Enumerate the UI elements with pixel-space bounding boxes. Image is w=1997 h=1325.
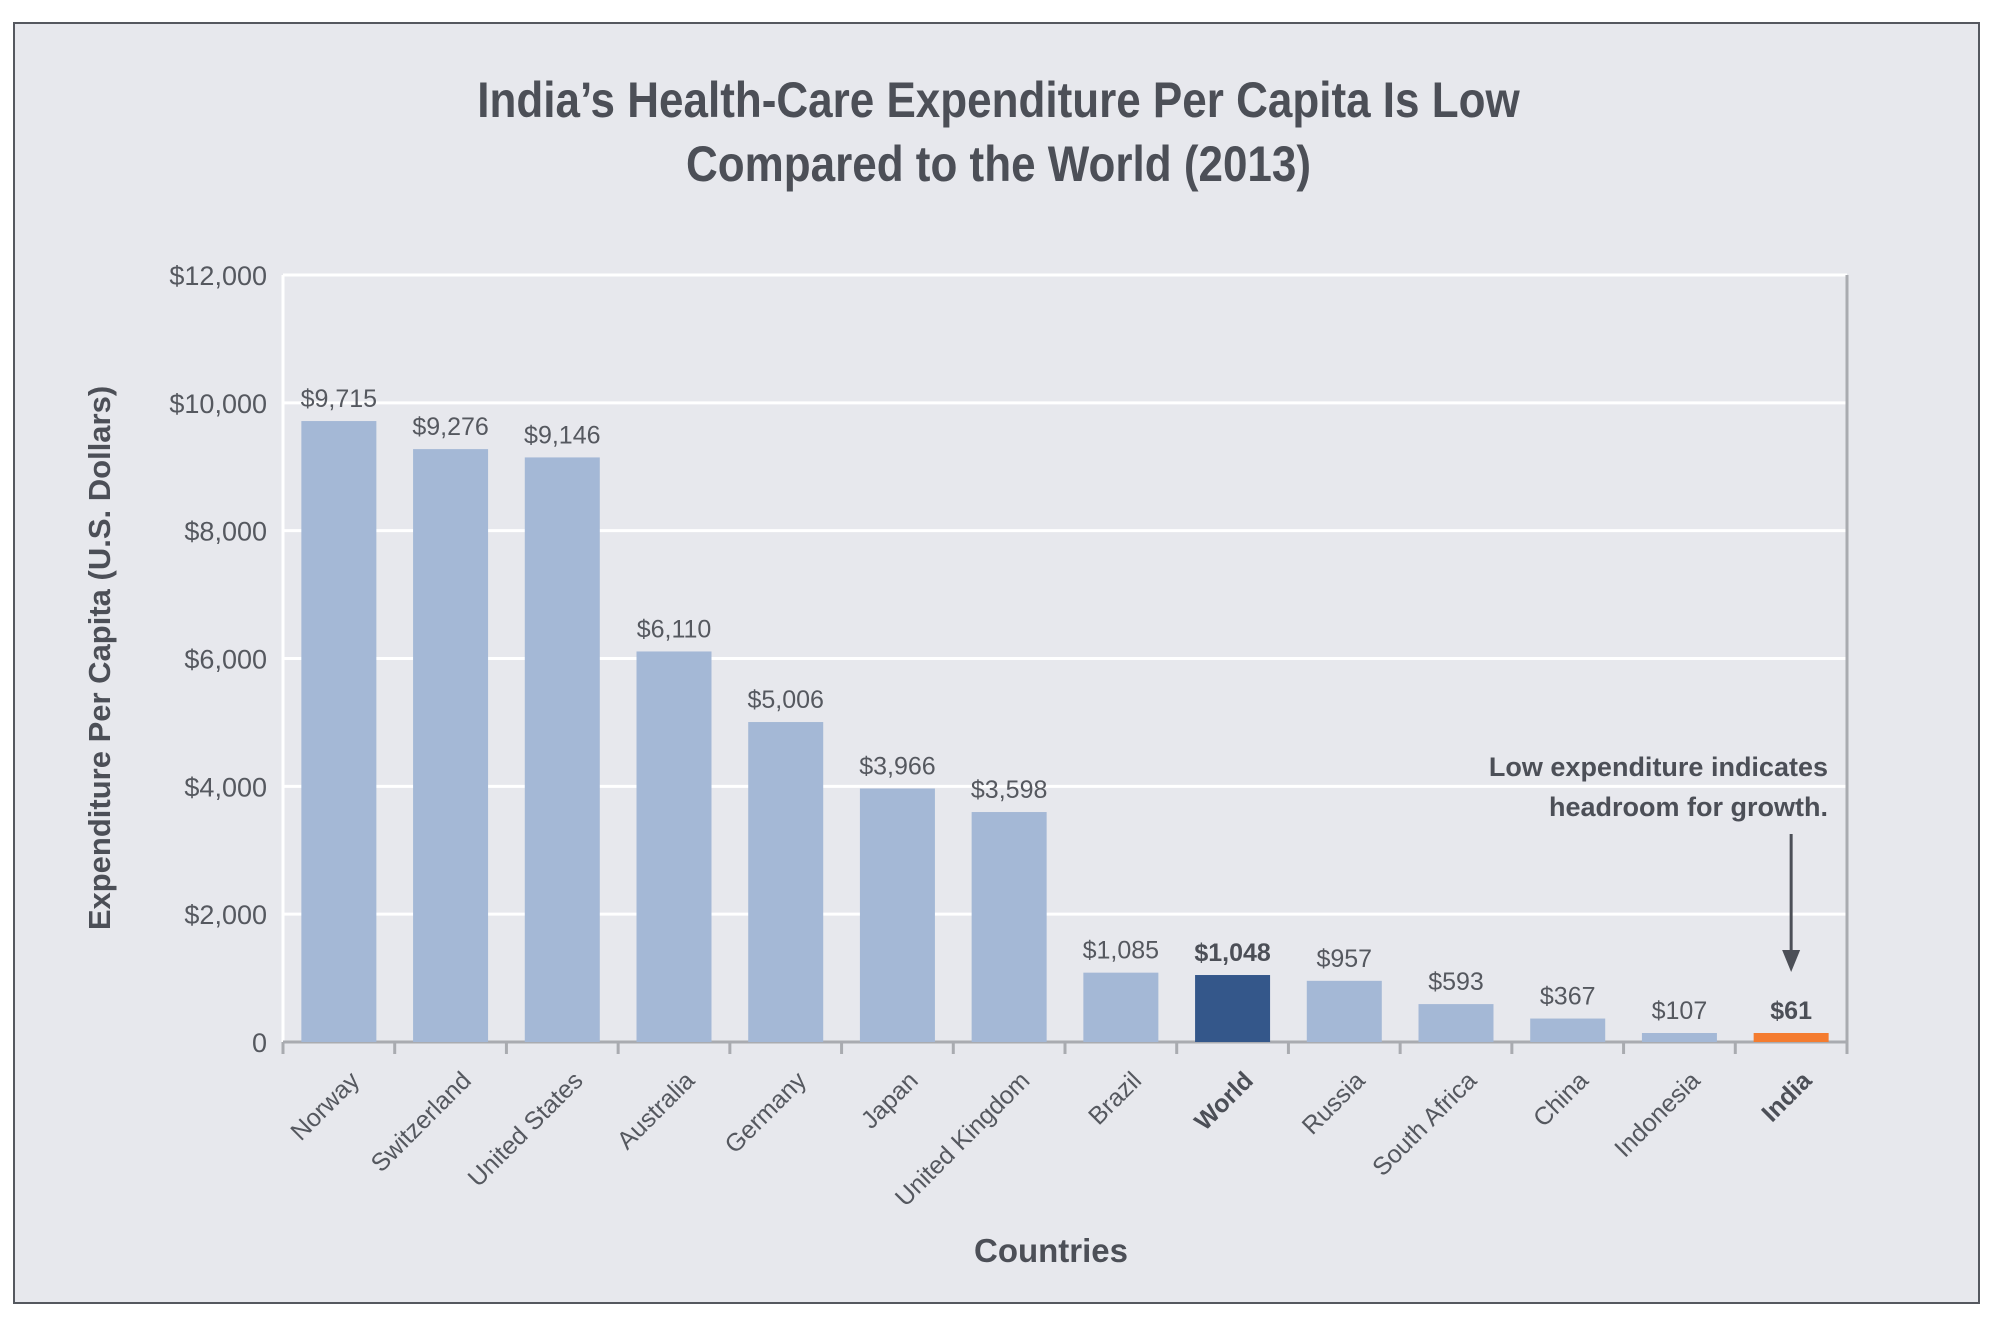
x-tick-label: Switzerland xyxy=(366,1066,477,1177)
y-tick-label: $8,000 xyxy=(184,517,267,547)
x-axis-title: Countries xyxy=(974,1232,1128,1269)
data-label: $61 xyxy=(1770,997,1812,1025)
x-tick-label: World xyxy=(1189,1066,1259,1136)
x-tick-label: South Africa xyxy=(1367,1066,1482,1181)
x-tick-label: India xyxy=(1756,1066,1818,1128)
bar-united-kingdom xyxy=(971,812,1047,1042)
y-tick-label: $10,000 xyxy=(169,389,267,419)
bar-india xyxy=(1753,1033,1829,1042)
bar-united-states xyxy=(524,457,600,1042)
y-tick-label: $4,000 xyxy=(184,772,267,802)
x-tick-label: Russia xyxy=(1297,1066,1371,1140)
bar-world xyxy=(1195,975,1271,1042)
x-tick-label: Australia xyxy=(612,1066,701,1155)
bar-japan xyxy=(859,788,935,1042)
x-tick-label: Norway xyxy=(285,1066,365,1146)
bar-russia xyxy=(1306,980,1382,1042)
x-tick-label: United States xyxy=(463,1066,589,1192)
bar-china xyxy=(1530,1018,1606,1042)
bar-australia xyxy=(636,651,712,1042)
chart-title: India’s Health-Care Expenditure Per Capi… xyxy=(120,68,1877,196)
data-label: $6,110 xyxy=(637,615,712,643)
data-label: $9,146 xyxy=(524,421,600,449)
data-label: $957 xyxy=(1316,945,1372,973)
x-tick-label: China xyxy=(1528,1066,1594,1132)
title-line-1: India’s Health-Care Expenditure Per Capi… xyxy=(477,72,1520,128)
x-tick-label: Japan xyxy=(856,1066,924,1134)
data-label: $3,966 xyxy=(859,753,935,781)
data-label: $9,715 xyxy=(301,385,377,413)
bar-germany xyxy=(748,722,824,1042)
arrow-down-icon xyxy=(1782,950,1801,972)
data-label: $5,006 xyxy=(747,686,823,714)
y-tick-label: $2,000 xyxy=(184,900,267,930)
bar-norway xyxy=(301,421,377,1043)
y-axis-title: Expenditure Per Capita (U.S. Dollars) xyxy=(82,386,117,930)
x-tick-label: Germany xyxy=(719,1066,812,1159)
y-tick-label: 0 xyxy=(252,1028,267,1058)
y-tick-label: $12,000 xyxy=(169,261,267,291)
data-label: $3,598 xyxy=(971,776,1047,804)
data-label: $9,276 xyxy=(412,413,488,441)
data-label: $367 xyxy=(1540,983,1596,1011)
annotation-line-2: headroom for growth. xyxy=(1549,792,1828,822)
data-label: $593 xyxy=(1428,968,1484,996)
title-line-2: Compared to the World (2013) xyxy=(685,136,1312,192)
bar-indonesia xyxy=(1641,1033,1717,1042)
bar-switzerland xyxy=(413,449,489,1042)
annotation-line-1: Low expenditure indicates xyxy=(1489,752,1828,782)
bar-brazil xyxy=(1083,972,1159,1042)
x-tick-label: Indonesia xyxy=(1609,1066,1706,1163)
data-label: $1,048 xyxy=(1194,939,1271,967)
y-tick-label: $6,000 xyxy=(184,645,267,675)
x-tick-label: Brazil xyxy=(1083,1066,1147,1130)
bar-south-africa xyxy=(1418,1004,1494,1042)
data-label: $1,085 xyxy=(1083,937,1159,965)
data-label: $107 xyxy=(1652,997,1708,1025)
